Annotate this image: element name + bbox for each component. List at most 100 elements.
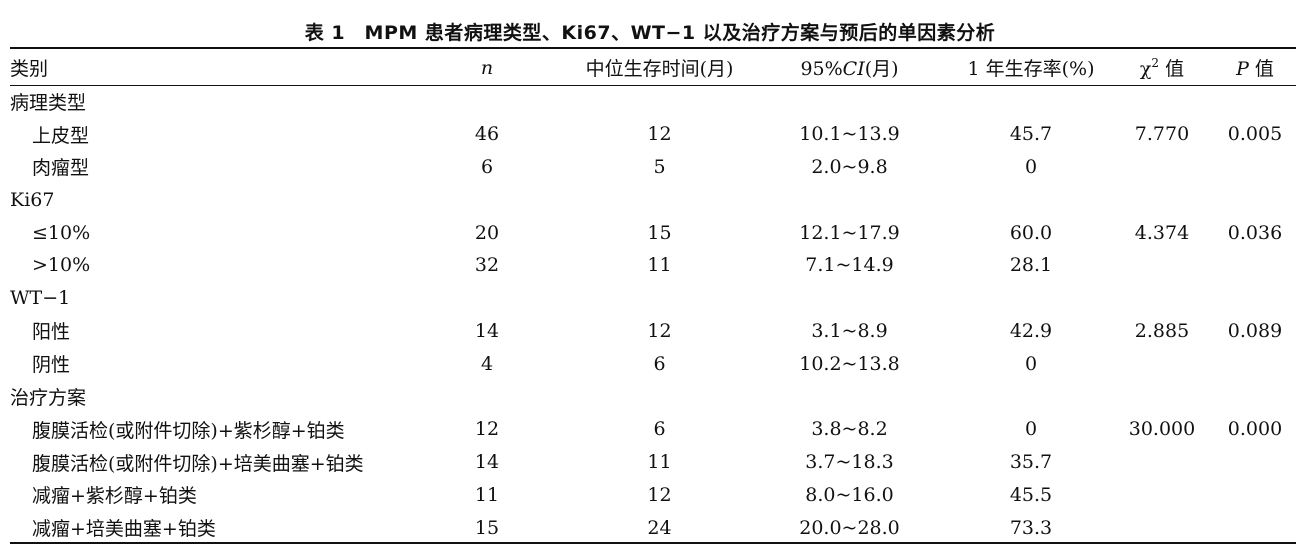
cell-chi: 2.885 bbox=[1134, 319, 1190, 342]
table-row: 腹膜活检(或附件切除)+培美曲塞+铂类 14 11 3.7~18.3 35.7 bbox=[10, 446, 1296, 479]
cell-n: 11 bbox=[474, 483, 500, 506]
header-chi-suffix: 值 bbox=[1159, 58, 1185, 80]
cell-chi bbox=[1110, 151, 1214, 184]
cell-n: 15 bbox=[474, 516, 500, 539]
cell-n bbox=[402, 380, 572, 413]
header-n-text: n bbox=[480, 56, 494, 79]
cell-ci: 20.0~28.0 bbox=[799, 516, 900, 539]
cell-rate: 0 bbox=[1024, 155, 1038, 178]
table-row: ≤10% 20 15 12.1~17.9 60.0 4.374 0.036 bbox=[10, 216, 1296, 249]
cell-ci bbox=[747, 282, 952, 315]
cell-n bbox=[402, 282, 572, 315]
cell-n: 32 bbox=[474, 254, 500, 277]
cell-label: 阴性 bbox=[32, 354, 71, 377]
cell-p bbox=[1214, 249, 1296, 282]
cell-ci bbox=[747, 380, 952, 413]
cell-ci bbox=[747, 183, 952, 216]
table-caption: 表 1 MPM 患者病理类型、Ki67、WT−1 以及治疗方案与预后的单因素分析 bbox=[304, 22, 996, 44]
cell-rate bbox=[952, 282, 1110, 315]
cell-chi bbox=[1110, 511, 1214, 544]
header-chi-square: χ2 值 bbox=[1110, 50, 1214, 85]
cell-ci: 8.0~16.0 bbox=[805, 483, 894, 506]
header-ci: 95%CI(月) bbox=[747, 50, 952, 85]
header-ci-prefix: 95% bbox=[800, 58, 843, 80]
group-row: WT−1 bbox=[10, 282, 1296, 315]
cell-rate: 35.7 bbox=[1009, 451, 1053, 474]
cell-n: 46 bbox=[474, 123, 500, 146]
cell-chi bbox=[1110, 183, 1214, 216]
cell-rate: 73.3 bbox=[1009, 516, 1053, 539]
cell-ci: 3.8~8.2 bbox=[811, 418, 888, 441]
cell-rate: 42.9 bbox=[1009, 319, 1053, 342]
table-row: 减瘤+培美曲塞+铂类 15 24 20.0~28.0 73.3 bbox=[10, 511, 1296, 544]
cell-median: 11 bbox=[647, 254, 672, 277]
cell-chi: 7.770 bbox=[1134, 123, 1190, 146]
cell-n bbox=[402, 183, 572, 216]
header-rule bbox=[10, 85, 1296, 86]
table-row: 腹膜活检(或附件切除)+紫杉醇+铂类 12 6 3.8~8.2 0 30.000 0.000 bbox=[10, 413, 1296, 446]
cell-n bbox=[402, 85, 572, 118]
cell-rate bbox=[952, 380, 1110, 413]
cell-rate: 45.5 bbox=[1009, 483, 1053, 506]
cell-p bbox=[1214, 151, 1296, 184]
cell-chi bbox=[1110, 347, 1214, 380]
header-n: n bbox=[402, 50, 572, 85]
cell-n: 20 bbox=[474, 221, 500, 244]
cell-ci: 7.1~14.9 bbox=[805, 254, 894, 277]
cell-median: 24 bbox=[647, 516, 672, 539]
header-ci-italic: CI bbox=[842, 58, 865, 80]
cell-rate: 28.1 bbox=[1009, 254, 1053, 277]
cell-chi bbox=[1110, 446, 1214, 479]
cell-p: 0.089 bbox=[1227, 319, 1283, 342]
cell-median: 6 bbox=[653, 352, 666, 375]
cell-median: 15 bbox=[647, 221, 672, 244]
group-row: Ki67 bbox=[10, 183, 1296, 216]
cell-ci: 12.1~17.9 bbox=[799, 221, 900, 244]
cell-median bbox=[572, 380, 747, 413]
cell-rate: 60.0 bbox=[1009, 221, 1053, 244]
cell-median: 12 bbox=[647, 319, 672, 342]
cell-ci bbox=[747, 85, 952, 118]
table-row: 阳性 14 12 3.1~8.9 42.9 2.885 0.089 bbox=[10, 315, 1296, 348]
cell-median: 11 bbox=[647, 451, 672, 474]
table-row: 阴性 4 6 10.2~13.8 0 bbox=[10, 347, 1296, 380]
cell-p bbox=[1214, 380, 1296, 413]
cell-p bbox=[1214, 347, 1296, 380]
survival-analysis-table: 类别 n 中位生存时间(月) 95%CI(月) 1 年生存率(%) χ2 值 P… bbox=[10, 50, 1296, 544]
table-row: 上皮型 46 12 10.1~13.9 45.7 7.770 0.005 bbox=[10, 118, 1296, 151]
group-label: Ki67 bbox=[10, 188, 55, 211]
header-p-italic: P bbox=[1236, 58, 1249, 80]
bottom-rule bbox=[10, 542, 1296, 544]
group-row: 治疗方案 bbox=[10, 380, 1296, 413]
cell-n: 14 bbox=[474, 319, 500, 342]
cell-p: 0.036 bbox=[1227, 221, 1283, 244]
top-rule bbox=[10, 47, 1296, 49]
header-p: P 值 bbox=[1214, 50, 1296, 85]
group-label: WT−1 bbox=[10, 287, 71, 310]
cell-p: 0.000 bbox=[1227, 418, 1283, 441]
header-median: 中位生存时间(月) bbox=[585, 58, 734, 80]
cell-p bbox=[1214, 511, 1296, 544]
cell-median: 6 bbox=[653, 418, 666, 441]
table-row: 减瘤+紫杉醇+铂类 11 12 8.0~16.0 45.5 bbox=[10, 479, 1296, 512]
cell-n: 4 bbox=[480, 352, 494, 375]
group-label: 治疗方案 bbox=[10, 387, 87, 410]
cell-n: 12 bbox=[474, 418, 500, 441]
cell-p: 0.005 bbox=[1227, 123, 1283, 146]
cell-ci: 3.1~8.9 bbox=[811, 319, 888, 342]
cell-ci: 3.7~18.3 bbox=[805, 451, 894, 474]
cell-p bbox=[1214, 282, 1296, 315]
cell-label: >10% bbox=[32, 254, 91, 277]
cell-label: 阳性 bbox=[32, 321, 71, 344]
header-chi-sup: 2 bbox=[1151, 56, 1160, 70]
cell-chi: 4.374 bbox=[1134, 221, 1190, 244]
cell-median bbox=[572, 183, 747, 216]
cell-ci: 10.2~13.8 bbox=[799, 352, 900, 375]
cell-median: 12 bbox=[647, 123, 672, 146]
table-row: >10% 32 11 7.1~14.9 28.1 bbox=[10, 249, 1296, 282]
cell-label: ≤10% bbox=[32, 221, 91, 244]
cell-rate: 0 bbox=[1024, 418, 1038, 441]
cell-label: 减瘤+培美曲塞+铂类 bbox=[32, 518, 216, 541]
cell-chi bbox=[1110, 85, 1214, 118]
cell-label: 腹膜活检(或附件切除)+紫杉醇+铂类 bbox=[32, 419, 345, 442]
